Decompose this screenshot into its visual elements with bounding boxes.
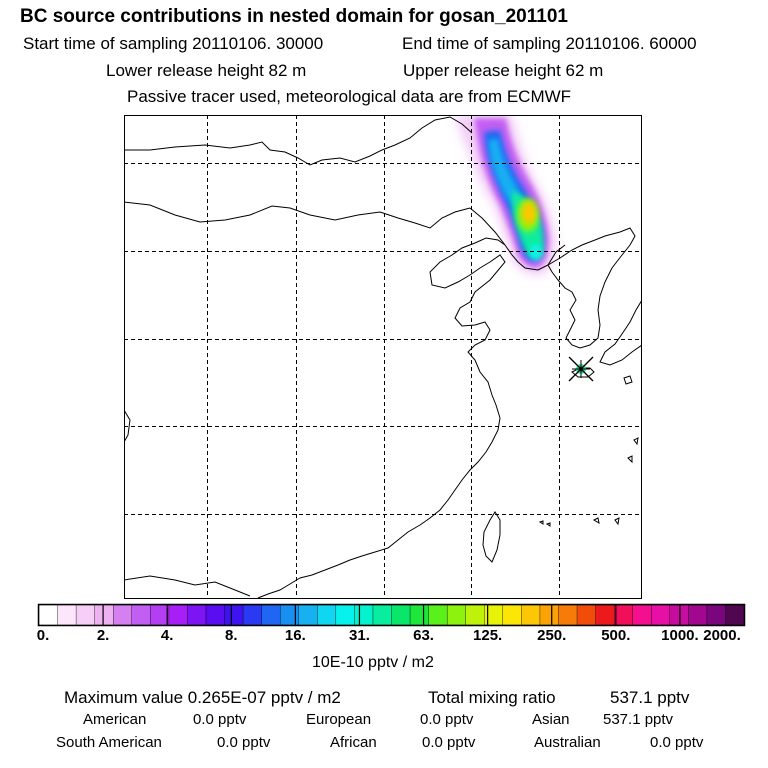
colorbar-cell: [242, 604, 263, 626]
asian-label: Asian: [532, 711, 570, 728]
colorbar-cell: [38, 604, 59, 626]
figure-title: BC source contributions in nested domain…: [20, 6, 568, 27]
map-frame: [124, 115, 642, 599]
american-label: American: [83, 711, 147, 728]
colorbar-cell: [613, 604, 634, 626]
colorbar-tick-label: 63.: [413, 627, 434, 644]
asian-value: 537.1 pptv: [603, 711, 674, 728]
colorbar-cell: [94, 604, 115, 626]
upper-release-height: Upper release height 62 m: [403, 61, 604, 80]
colorbar-tick-label: 125.: [473, 627, 503, 644]
colorbar-cell: [558, 604, 578, 626]
colorbar-frame: [37, 603, 746, 627]
african-label: African: [330, 734, 377, 751]
colorbar-units: 10E-10 pptv / m2: [312, 654, 434, 671]
colorbar-cell: [706, 604, 727, 626]
colorbar-cell: [576, 604, 597, 626]
colorbar-tick-label: 8.: [225, 627, 238, 644]
colorbar-cell: [391, 604, 411, 626]
colorbar-cell: [632, 604, 653, 626]
colorbar-cell: [224, 604, 244, 626]
colorbar-cell: [298, 604, 319, 626]
colorbar-tick-label: 500.: [601, 627, 631, 644]
colorbar-tick-label: 16.: [284, 627, 306, 644]
colorbar-cell: [335, 604, 356, 626]
colorbar-cell: [409, 604, 430, 626]
colorbar-cell: [465, 604, 486, 626]
colorbar-cell: [113, 604, 133, 626]
colorbar-cell: [521, 604, 541, 626]
colorbar-tick-label: 0.: [36, 627, 50, 644]
colorbar-tick-label: 1000.: [661, 627, 699, 644]
map-gridlines: [124, 115, 642, 599]
australian-value: 0.0 pptv: [650, 734, 704, 751]
south-american-label: South American: [56, 734, 162, 751]
end-time-label: End time of sampling 20110106. 60000: [402, 34, 697, 53]
colorbar-cell: [595, 604, 615, 626]
colorbar-cell: [354, 604, 374, 626]
colorbar-cell: [279, 604, 300, 626]
colorbar: [38, 604, 745, 626]
start-time-label: Start time of sampling 20110106. 30000: [23, 34, 324, 53]
colorbar-cell: [539, 604, 560, 626]
colorbar-cell: [57, 604, 77, 626]
colorbar-cell: [725, 604, 745, 626]
lower-release-height: Lower release height 82 m: [106, 61, 307, 80]
colorbar-cell: [131, 604, 152, 626]
receptor-marker-icon: [568, 356, 594, 382]
colorbar-cell: [205, 604, 226, 626]
colorbar-tick-label: 2.: [96, 627, 110, 644]
colorbar-cell: [168, 604, 189, 626]
colorbar-cell: [75, 604, 96, 626]
colorbar-cell: [317, 604, 337, 626]
colorbar-cell: [446, 604, 467, 626]
colorbar-cell: [688, 604, 708, 626]
colorbar-cell: [428, 604, 448, 626]
colorbar-tick-label: 250.: [537, 627, 567, 644]
european-value: 0.0 pptv: [420, 711, 474, 728]
australian-label: Australian: [534, 734, 601, 751]
colorbar-cell: [651, 604, 671, 626]
colorbar-cell: [372, 604, 393, 626]
colorbar-cell: [187, 604, 207, 626]
colorbar-tick-label: 4.: [160, 627, 174, 644]
south-american-value: 0.0 pptv: [217, 734, 271, 751]
total-mixing-ratio-value: 537.1 pptv: [610, 688, 690, 707]
american-value: 0.0 pptv: [193, 711, 247, 728]
tracer-note: Passive tracer used, meteorological data…: [127, 87, 572, 106]
colorbar-cell: [502, 604, 523, 626]
european-label: European: [306, 711, 372, 728]
total-mixing-ratio-label: Total mixing ratio: [428, 688, 556, 707]
african-value: 0.0 pptv: [422, 734, 476, 751]
coastlines: [124, 116, 642, 599]
colorbar-cell: [261, 604, 281, 626]
colorbar-major-dividers: [102, 605, 681, 625]
colorbar-tick-label: 31.: [349, 627, 370, 644]
maximum-value: Maximum value 0.265E-07 pptv / m2: [64, 688, 341, 707]
colorbar-tick-label: 2000.: [703, 627, 741, 644]
